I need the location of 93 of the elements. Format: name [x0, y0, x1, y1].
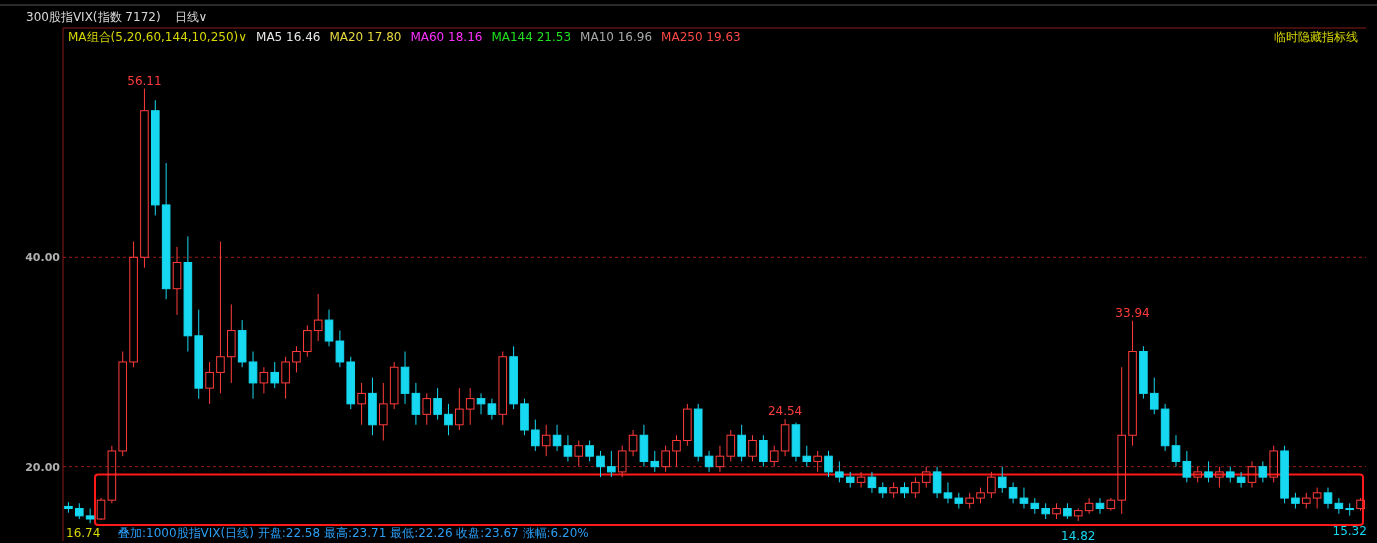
candlestick — [172, 246, 182, 316]
annotation: 15.32 — [1332, 523, 1367, 538]
candlestick — [1139, 345, 1148, 400]
candlestick — [813, 450, 822, 473]
candlestick — [433, 387, 442, 421]
candlestick — [1171, 434, 1181, 468]
candlestick — [1356, 497, 1365, 512]
annotation: 24.54 — [767, 404, 803, 419]
candlestick — [1247, 460, 1257, 489]
candlestick — [465, 387, 475, 426]
annotation: MA5 16.46 — [256, 30, 321, 44]
candlestick — [368, 377, 377, 436]
candlestick — [194, 309, 204, 400]
annotation: 16.74 — [66, 526, 101, 540]
candlestick — [216, 241, 225, 394]
candlestick — [85, 508, 95, 524]
candlestick — [1095, 497, 1105, 515]
candlestick — [856, 471, 866, 489]
candlestick — [140, 88, 149, 269]
candlestick — [628, 429, 638, 457]
candlestick — [107, 445, 117, 504]
candlestick — [541, 424, 551, 457]
candlestick — [1236, 471, 1246, 489]
candlestick — [161, 162, 171, 300]
candlestick — [1084, 497, 1094, 515]
candlestick — [867, 471, 877, 494]
candlestick — [704, 450, 714, 473]
annotation: MA144 21.53 — [491, 30, 572, 44]
candlestick — [1117, 366, 1126, 515]
annotation: MA250 19.63 — [661, 30, 741, 44]
candlestick — [1008, 481, 1018, 504]
candlestick — [900, 481, 909, 499]
annotation: MA10 16.96 — [580, 30, 653, 44]
candlestick — [444, 403, 453, 436]
candlestick — [64, 501, 73, 514]
candlestick — [422, 392, 432, 426]
candlestick — [1019, 487, 1029, 510]
candlestick — [1106, 497, 1116, 512]
candlestick — [303, 324, 312, 358]
candlestick — [791, 422, 801, 462]
candlestick — [476, 392, 486, 415]
candlestick — [932, 466, 942, 499]
annotation: 56.11 — [127, 73, 162, 88]
candlestick — [1312, 487, 1322, 510]
candlestick — [574, 439, 584, 468]
candlestick — [650, 450, 660, 473]
candlestick — [379, 382, 388, 441]
candlestick — [780, 418, 790, 457]
candlestick — [487, 398, 497, 421]
candlestick — [400, 351, 410, 405]
candlestick — [335, 330, 345, 368]
candlestick — [1334, 497, 1344, 515]
candlestick — [1030, 497, 1040, 515]
candlestick — [596, 450, 605, 478]
candlestick — [639, 424, 649, 468]
candlestick — [357, 382, 366, 426]
candlestick — [227, 303, 236, 384]
candlestick — [151, 99, 160, 216]
annotation: MA20 17.80 — [329, 30, 402, 44]
ytick: 20.00 — [25, 460, 60, 474]
annotation: 33.94 — [1115, 305, 1150, 320]
candlestick — [878, 481, 888, 499]
candlestick — [324, 309, 334, 347]
candlestick — [531, 419, 540, 452]
subtitle: 日线∨ — [174, 10, 208, 24]
candlestick — [1041, 502, 1050, 520]
annotation: MA组合(5,20,60,144,10,250)∨ — [68, 30, 248, 44]
candlestick — [759, 434, 768, 468]
candlestick — [1160, 403, 1170, 452]
annotation: 临时隐藏指标线 — [1274, 30, 1358, 44]
candlestick — [455, 387, 464, 431]
ytick: 40.00 — [25, 251, 60, 265]
candlestick — [1323, 487, 1333, 510]
annotation: 叠加:1000股指VIX(日线) 开盘:22.58 最高:23.71 最低:22.26 收盘:23.67 涨幅:6.20% — [118, 526, 589, 540]
candlestick — [183, 235, 193, 352]
candlestick — [248, 351, 258, 400]
title: 300股指VIX(指数 7172) — [26, 10, 161, 24]
candlestick — [292, 345, 301, 373]
candlestick — [911, 476, 920, 499]
candlestick — [802, 445, 812, 468]
candlestick — [889, 481, 898, 499]
candlestick — [313, 293, 323, 342]
candlestick — [1052, 502, 1061, 520]
candlestick — [1128, 320, 1137, 447]
candlestick — [715, 445, 725, 473]
candlestick — [997, 466, 1007, 494]
annotation: MA60 18.16 — [410, 30, 483, 44]
candlestick — [672, 434, 681, 468]
annotation: 14.82 — [1061, 528, 1096, 543]
candlestick — [205, 361, 214, 405]
candlestick — [259, 366, 269, 394]
candlestick — [943, 481, 953, 504]
candlestick — [411, 382, 421, 426]
